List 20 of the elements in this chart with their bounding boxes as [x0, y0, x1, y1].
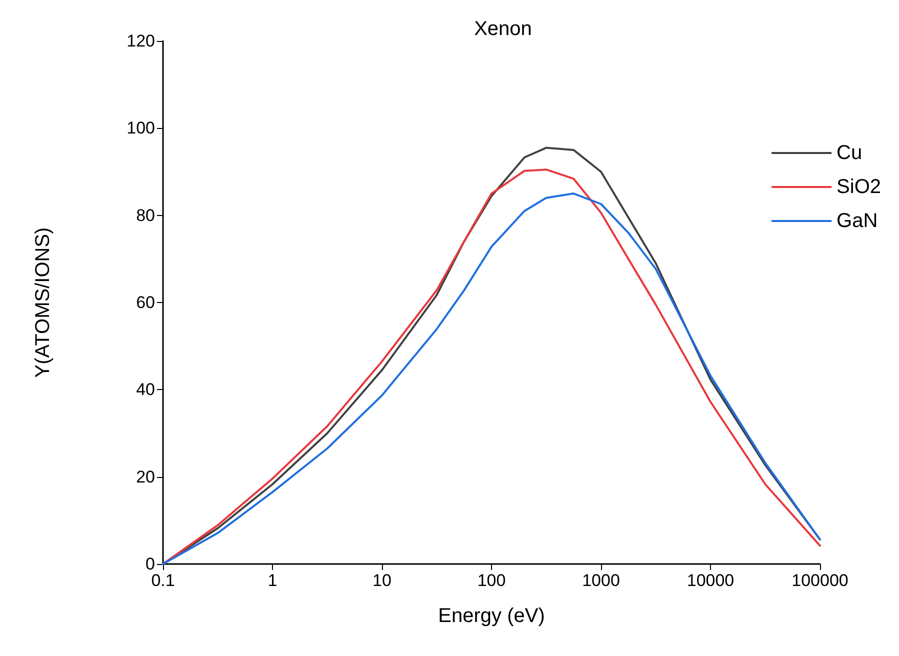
y-tick-label: 120 [126, 32, 155, 50]
x-tick-label: 10 [372, 571, 392, 590]
y-axis-title: Y(ATOMS/IONS) [32, 227, 54, 378]
x-axis-title: Energy (eV) [438, 605, 545, 627]
y-tick-label: 20 [136, 467, 155, 486]
y-tick-label: 80 [136, 206, 155, 225]
y-tick-label: 40 [136, 380, 155, 400]
x-tick-label: 1 [268, 571, 278, 590]
x-tick-label: 1000 [582, 571, 620, 590]
y-tick-label: 60 [136, 293, 155, 312]
chart-title: Xenon [474, 18, 532, 40]
y-tick-label: 0 [146, 554, 155, 574]
legend-label: GaN [836, 210, 878, 232]
legend-label: Cu [836, 142, 862, 164]
x-tick-label: 100 [477, 571, 506, 590]
y-tick-label: 100 [126, 118, 155, 138]
x-tick-label: 10000 [686, 571, 734, 590]
legend-label: SiO2 [836, 176, 882, 198]
x-tick-label: 0.1 [151, 571, 175, 590]
x-tick-label: 100000 [792, 571, 848, 590]
